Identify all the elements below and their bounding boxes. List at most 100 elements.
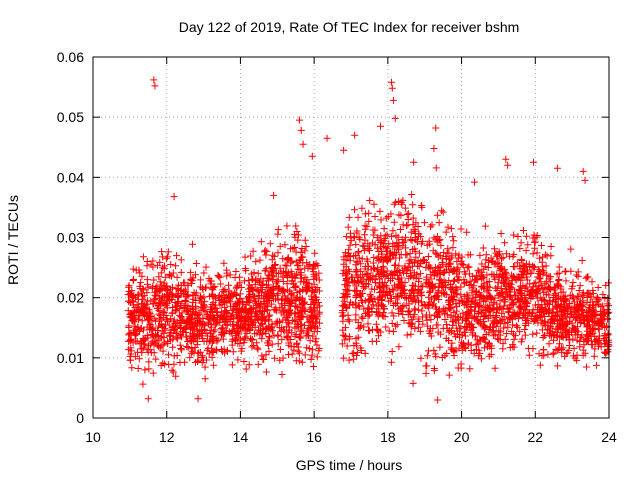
data-point <box>467 341 475 349</box>
data-point <box>545 284 553 292</box>
data-point <box>364 262 372 270</box>
data-point <box>510 335 518 343</box>
data-point <box>442 252 450 260</box>
data-point <box>361 246 369 254</box>
data-point <box>237 335 245 343</box>
data-point <box>160 308 168 316</box>
data-point <box>546 318 554 326</box>
data-point <box>579 167 587 175</box>
data-point <box>464 251 472 259</box>
data-point <box>459 261 467 269</box>
data-point <box>221 294 229 302</box>
data-point <box>281 292 289 300</box>
data-point <box>220 288 228 296</box>
data-point <box>381 313 389 321</box>
data-point <box>272 306 280 314</box>
data-point <box>432 164 440 172</box>
data-point <box>283 314 291 322</box>
data-point <box>379 302 387 310</box>
data-point <box>376 283 384 291</box>
data-point <box>594 283 602 291</box>
data-point <box>484 343 492 351</box>
data-point <box>228 292 236 300</box>
data-point <box>526 291 534 299</box>
data-point <box>186 337 194 345</box>
data-point <box>492 322 500 330</box>
data-point <box>395 239 403 247</box>
y-tick-label: 0.05 <box>57 109 84 125</box>
data-point <box>162 255 170 263</box>
data-point <box>339 331 347 339</box>
data-point <box>573 336 581 344</box>
data-point <box>139 380 147 388</box>
data-point <box>254 304 262 312</box>
data-point <box>208 305 216 313</box>
data-point <box>392 268 400 276</box>
data-point <box>236 279 244 287</box>
data-point <box>531 301 539 309</box>
data-point <box>392 198 400 206</box>
data-point <box>274 249 282 257</box>
data-point <box>602 350 610 358</box>
data-point <box>146 325 154 333</box>
data-point <box>524 241 532 249</box>
data-point <box>297 126 305 134</box>
data-point <box>142 334 150 342</box>
data-point <box>144 395 152 403</box>
data-point <box>125 282 133 290</box>
data-point <box>350 233 358 241</box>
data-point <box>189 298 197 306</box>
data-point <box>579 314 587 322</box>
data-point <box>498 270 506 278</box>
data-point <box>252 258 260 266</box>
data-point <box>364 320 372 328</box>
data-point <box>177 331 185 339</box>
data-point <box>246 291 254 299</box>
data-point <box>402 294 410 302</box>
data-point <box>557 285 565 293</box>
data-point <box>398 279 406 287</box>
data-point <box>184 343 192 351</box>
data-point <box>150 314 158 322</box>
data-point <box>223 321 231 329</box>
y-tick-label: 0.03 <box>57 230 84 246</box>
data-point <box>292 258 300 266</box>
data-point <box>164 317 172 325</box>
data-point <box>407 228 415 236</box>
data-point <box>205 350 213 358</box>
data-point <box>485 325 493 333</box>
data-point <box>242 333 250 341</box>
data-point <box>504 308 512 316</box>
data-point <box>343 342 351 350</box>
x-axis-label: GPS time / hours <box>296 457 403 473</box>
data-point <box>165 289 173 297</box>
data-point <box>167 260 175 268</box>
data-point <box>261 246 269 254</box>
data-point <box>481 222 489 230</box>
data-point <box>236 290 244 298</box>
y-tick-label: 0.06 <box>57 49 84 65</box>
data-point <box>537 319 545 327</box>
data-point <box>367 266 375 274</box>
data-point <box>350 287 358 295</box>
data-point <box>462 324 470 332</box>
data-point <box>304 318 312 326</box>
data-point <box>419 320 427 328</box>
data-point <box>124 297 132 305</box>
x-tick-label: 18 <box>380 429 396 445</box>
data-point <box>517 239 525 247</box>
data-point <box>159 298 167 306</box>
data-point <box>127 336 135 344</box>
data-point <box>161 273 169 281</box>
data-point <box>348 350 356 358</box>
data-point <box>387 297 395 305</box>
data-point <box>579 303 587 311</box>
data-point <box>555 323 563 331</box>
data-point <box>282 269 290 277</box>
data-point <box>313 313 321 321</box>
data-point <box>240 318 248 326</box>
data-point <box>399 282 407 290</box>
data-point <box>473 316 481 324</box>
data-point <box>283 222 291 230</box>
data-point <box>422 313 430 321</box>
